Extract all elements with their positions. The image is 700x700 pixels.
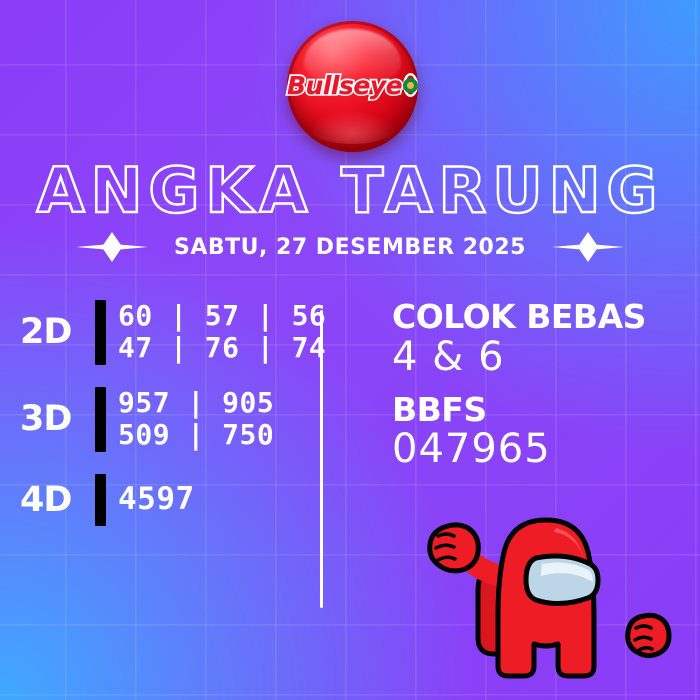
prediction-values-2d: 60 | 57 | 56 47 | 76 | 74 — [118, 299, 327, 365]
prediction-row-4d: 4D 4597 — [20, 473, 310, 526]
sparkle-icon-left — [76, 232, 148, 262]
extras-panel: COLOK BEBAS 4 & 6 BBFS 047965 — [392, 297, 692, 485]
bbfs-value: 047965 — [392, 426, 551, 473]
sparkle-icon-right — [551, 232, 624, 262]
prediction-accent-bar — [95, 386, 106, 452]
column-divider — [320, 310, 323, 608]
prediction-label-4d: 4D — [20, 479, 72, 520]
prediction-values-3d-line2: 509 | 750 — [118, 418, 275, 452]
prediction-label-2d: 2D — [20, 312, 72, 353]
bbfs-label: BBFS — [392, 389, 487, 429]
brand-name-text: Bullseye — [285, 69, 404, 102]
prediction-values-2d-line1: 60 | 57 | 56 — [118, 299, 327, 332]
prediction-values-4d: 4597 — [118, 480, 195, 517]
logo-ball-gloss — [304, 28, 401, 86]
predictions-list: 2D 60 | 57 | 56 47 | 76 | 74 3D 957 | 90… — [20, 299, 326, 548]
colok-bebas-value: 4 & 6 — [392, 333, 505, 380]
date-row: SABTU, 27 DESEMBER 2025 — [0, 232, 700, 262]
prediction-values-3d: 957 | 905 509 | 750 — [118, 385, 275, 452]
prediction-values-2d-line2: 47 | 76 | 74 — [118, 331, 327, 365]
bullseye-target-icon — [403, 73, 418, 98]
prediction-row-3d: 3D 957 | 905 509 | 750 — [20, 385, 310, 452]
page-title: ANGKA TARUNG — [35, 154, 664, 227]
among-us-crewmate-mascot — [396, 498, 686, 698]
event-date: SABTU, 27 DESEMBER 2025 — [174, 234, 526, 260]
prediction-values-3d-line1: 957 | 905 — [118, 385, 275, 419]
logo-ball-bottom-glow — [307, 110, 398, 145]
brand-logo[interactable]: Bullseye — [285, 21, 418, 152]
colok-bebas-label: COLOK BEBAS — [392, 297, 646, 336]
prediction-row-2d: 2D 60 | 57 | 56 47 | 76 | 74 — [20, 299, 326, 365]
prediction-label-3d: 3D — [20, 399, 72, 440]
logo-text-group: Bullseye — [285, 69, 418, 102]
prediction-accent-bar — [95, 473, 106, 526]
prediction-accent-bar — [95, 300, 106, 365]
